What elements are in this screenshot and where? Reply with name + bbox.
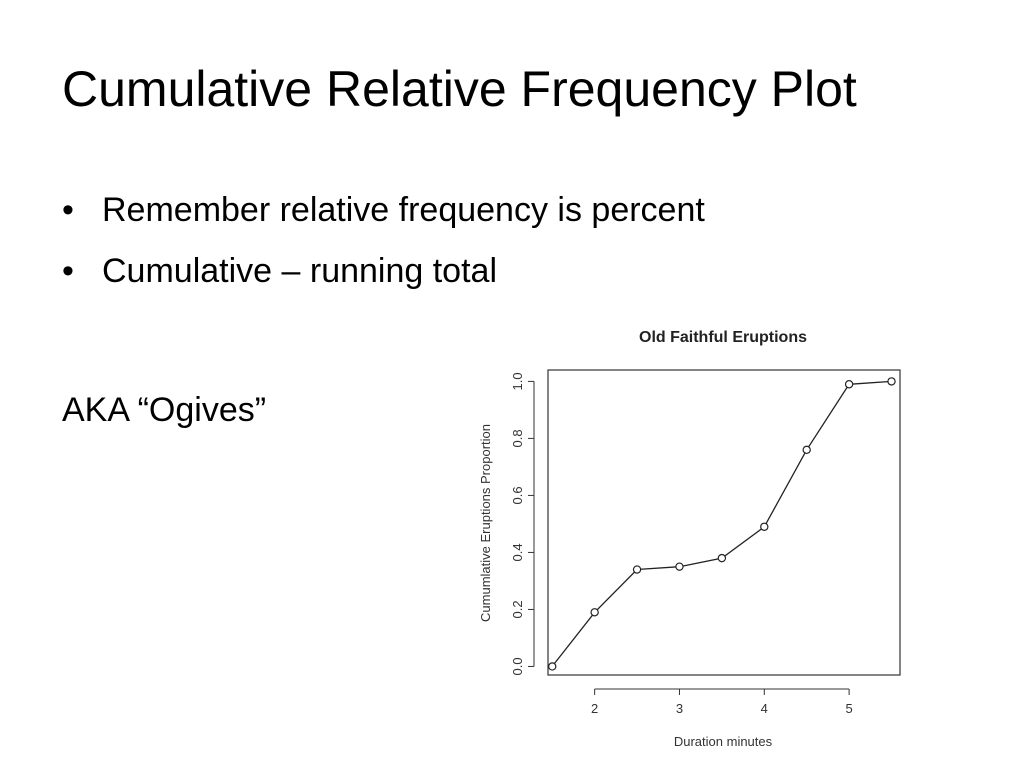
bullet-dot: • [62,251,74,290]
y-axis-label: Cumumlative Eruptions Proportion [478,424,493,622]
series-line [551,380,892,667]
y-tick-label: 0.2 [510,600,525,618]
y-axis: 0.0 0.2 0.4 0.6 0.8 1.0 [510,372,535,675]
data-point [717,553,727,563]
y-tick-label: 1.0 [510,372,525,390]
bullet-text: Remember relative frequency is percent [102,191,705,229]
series-cumulative-proportion [548,377,896,671]
data-point [760,522,769,531]
y-tick-label: 0.6 [510,486,525,504]
data-point [802,445,811,455]
aka-text: AKA “Ogives” [62,391,267,429]
x-tick-label: 2 [591,701,598,716]
y-tick-label: 0.0 [510,657,525,675]
x-tick-label: 4 [761,701,768,716]
x-axis-label: Duration minutes [674,734,773,749]
data-point [675,562,684,571]
bullet-text: Cumulative – running total [102,251,498,290]
x-tick-label: 3 [676,701,683,716]
x-axis: 2 3 4 5 [591,688,853,716]
bullet-item: • Remember relative frequency is percent [62,190,705,231]
data-point [548,662,557,671]
chart-svg: Old Faithful Eruptions 0.0 0.2 0.4 0.6 0.8 1.… [478,329,901,749]
data-point [844,380,854,389]
data-point [887,377,896,386]
x-tick-label: 5 [845,701,852,716]
bullet-list: • Remember relative frequency is percent… [62,190,705,312]
chart-title: Old Faithful Eruptions [639,329,807,346]
plot-frame [547,369,901,676]
ogive-chart: Old Faithful Eruptions 0.0 0.2 0.4 0.6 0.8 1.… [460,318,920,758]
data-point [632,565,642,574]
bullet-dot: • [62,191,74,229]
bullet-item: • Cumulative – running total [62,251,705,292]
y-tick-label: 0.4 [510,543,525,561]
slide-title: Cumulative Relative Frequency Plot [62,61,857,117]
y-tick-label: 0.8 [510,429,525,447]
data-point [590,608,599,617]
